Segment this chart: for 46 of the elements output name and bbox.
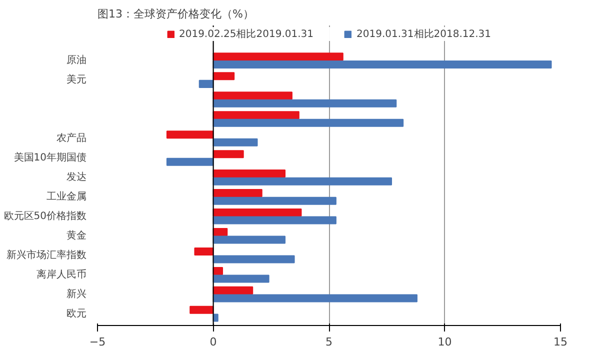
bar [212, 150, 244, 158]
y-tick-label: 新兴市场汇率指数 [6, 248, 86, 261]
bar [212, 170, 286, 178]
bar [212, 189, 262, 198]
y-tick-label: 农产品 [56, 132, 86, 144]
x-tick-label: 5 [326, 336, 332, 348]
bar [198, 80, 214, 88]
bar [212, 255, 295, 264]
bar [212, 286, 254, 294]
x-tick-label: 10 [438, 336, 452, 348]
y-tick-label: 美元 [66, 74, 86, 86]
bar [194, 247, 214, 256]
bar [212, 99, 397, 108]
bar [212, 236, 286, 244]
y-tick-label: 黄金 [66, 229, 86, 242]
y-tick-label: 新兴 [66, 288, 86, 300]
bar [212, 52, 344, 61]
y-tick-label: 工业金属 [46, 190, 86, 202]
bar [212, 60, 552, 68]
bar [212, 118, 404, 127]
bar [212, 228, 228, 236]
bar [212, 138, 258, 146]
bar [212, 111, 300, 120]
bar [212, 177, 392, 186]
y-tick-label: 欧元区50价格指数 [4, 210, 87, 222]
bar [212, 196, 336, 205]
legend-label: 2019.01.31相比2018.12.31 [356, 28, 492, 41]
bar [212, 216, 336, 224]
bar [212, 208, 302, 217]
bar [212, 274, 270, 283]
bar [212, 72, 235, 80]
chart-title: 图13：全球资产价格变化（%） [98, 8, 254, 20]
x-tick-label: 15 [554, 336, 568, 348]
bar [212, 294, 418, 302]
y-tick-label: 美国10年期国债 [14, 151, 87, 164]
legend-label: 2019.02.25相比2019.01.31 [178, 28, 314, 41]
bar [166, 130, 214, 139]
y-tick-label: 欧元 [66, 308, 86, 320]
bar [212, 92, 292, 100]
x-tick-label: −5 [89, 336, 106, 348]
y-tick-label: 离岸人民币 [36, 268, 86, 280]
bar [166, 158, 214, 166]
y-tick-label: 发达 [66, 170, 86, 183]
y-tick-label: 原油 [66, 54, 86, 66]
x-tick-label: 0 [210, 336, 217, 348]
bar [190, 306, 214, 314]
